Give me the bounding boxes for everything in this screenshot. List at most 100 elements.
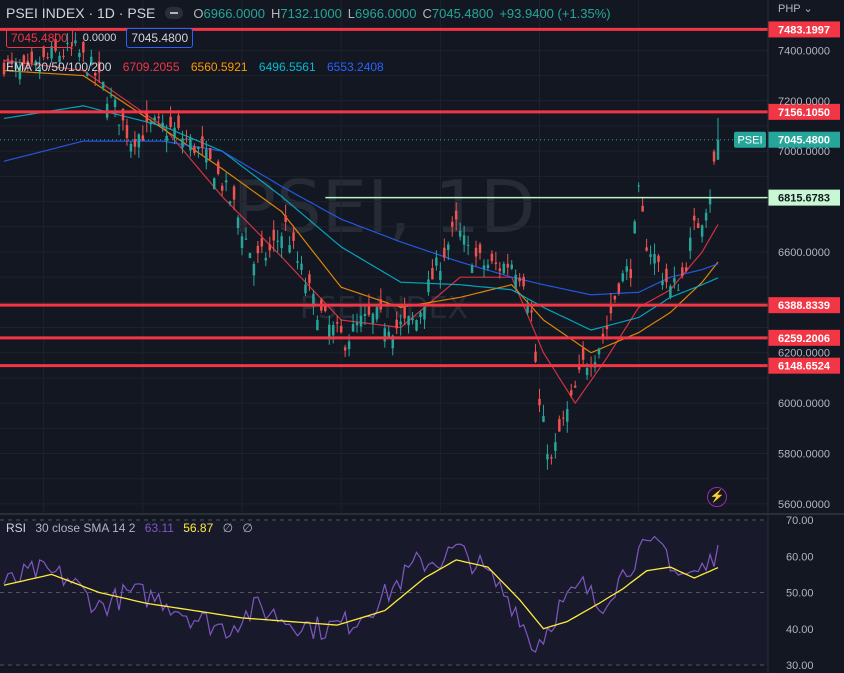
candle-body [526, 304, 529, 313]
spread-value: 0.0000 [82, 32, 117, 44]
symbol-header: PSEI INDEX · 1D · PSE O 6966.0000 H 7132.1… [6, 4, 617, 22]
lightning-icon[interactable]: ⚡ [707, 487, 727, 507]
price-axis: 7400.0000 7200.0000 7000.0000 6600.0000 6200… [778, 45, 830, 511]
ema50-value: 6560.5921 [190, 60, 248, 74]
candle-body [66, 42, 69, 45]
candle-body [181, 138, 184, 148]
buy-button[interactable]: 7045.4800 [126, 28, 194, 48]
candle-body [46, 57, 49, 59]
candle-body [347, 341, 351, 350]
candle-body [700, 225, 704, 237]
open-key: O [193, 5, 204, 21]
candle-body [50, 46, 53, 59]
candle-body [240, 236, 244, 248]
candle-body [673, 277, 676, 283]
candle-body [431, 268, 434, 280]
candle-body [70, 47, 73, 49]
candle-body [542, 416, 545, 422]
candle-body [367, 303, 371, 315]
rsi-legend[interactable]: RSI 30 close SMA 14 2 63.11 56.87 ∅ ∅ [6, 521, 259, 535]
candle-body [284, 215, 287, 223]
candle-body [324, 305, 327, 312]
candle-body [74, 40, 77, 44]
candle-body [232, 186, 236, 200]
rsi-extra-2: ∅ [242, 521, 253, 535]
candle-body [657, 255, 660, 262]
candle-body [26, 60, 30, 66]
candle-body [236, 217, 240, 228]
candle-body [681, 267, 684, 277]
candle-body [133, 139, 137, 147]
ema-legend[interactable]: EMA 20/50/100/200 6709.2055 6560.5921 64… [6, 60, 392, 74]
candle-body [30, 51, 34, 63]
level-tag [768, 357, 840, 374]
candle-body [435, 257, 438, 266]
price-tick: 7400.0000 [778, 45, 830, 57]
candle-body [244, 238, 248, 240]
candle-body [633, 221, 636, 234]
candle-body [224, 180, 228, 183]
price-tick: 7000.0000 [778, 146, 830, 158]
candle-body [280, 236, 283, 248]
candle-body [399, 321, 402, 325]
rsi-grid [0, 519, 768, 666]
candle-body [454, 210, 458, 220]
candle-body [42, 46, 45, 57]
candle-body [288, 245, 291, 253]
last-price-tag [768, 131, 840, 148]
level-label: 7156.1050 [778, 107, 830, 119]
candle-body [605, 325, 609, 330]
last-price-symbol-tag [734, 131, 766, 148]
candle-body [462, 235, 466, 245]
candle-body [101, 81, 105, 88]
candle-body [558, 419, 561, 432]
candle-body [316, 319, 319, 331]
candle-body [363, 313, 367, 317]
rsi-tick: 70.00 [786, 515, 814, 527]
candle-body [38, 67, 41, 73]
candle-body [458, 230, 462, 237]
last-price-symbol: PSEI [737, 135, 762, 147]
candle-body [62, 55, 65, 57]
price-tick: 6200.0000 [778, 348, 830, 360]
candle-body [443, 247, 446, 258]
candle-body [704, 212, 708, 221]
candle-body [577, 365, 581, 370]
currency-label: PHP [778, 3, 801, 15]
rsi-tick: 40.00 [786, 624, 814, 636]
sell-button[interactable]: 7045.4800 [6, 28, 73, 48]
candle-body [117, 124, 121, 126]
candle-body [375, 307, 379, 320]
candle-body [669, 286, 672, 298]
candle-body [585, 367, 589, 376]
candle-body [562, 417, 565, 419]
candle-body [617, 283, 621, 293]
candle-body [145, 111, 149, 122]
level-label: 7483.1997 [778, 24, 830, 36]
candle-body [661, 280, 664, 286]
candle-body [625, 266, 629, 272]
symbol-title[interactable]: PSEI INDEX · 1D · PSE [6, 5, 156, 21]
candle-body [113, 99, 117, 108]
candle-body [149, 122, 153, 125]
candle-body [296, 261, 299, 263]
price-tick: 6600.0000 [778, 247, 830, 259]
candle-body [93, 72, 97, 76]
candle-body [423, 307, 426, 320]
candle-body [34, 61, 37, 66]
candle-body [14, 62, 18, 70]
ema-label: EMA 20/50/100/200 [6, 60, 112, 74]
candle-body [546, 454, 549, 460]
candle-body [248, 252, 252, 259]
hide-icon[interactable] [165, 7, 184, 19]
candle-body [268, 244, 272, 251]
candle-body [514, 274, 517, 288]
currency-selector[interactable]: PHP ⌄ [778, 2, 813, 15]
candle-body [478, 244, 482, 254]
candle-body [82, 42, 85, 53]
candle-body [216, 161, 220, 174]
candle-body [490, 253, 494, 262]
candle-body [312, 293, 315, 305]
candle-body [550, 457, 553, 459]
